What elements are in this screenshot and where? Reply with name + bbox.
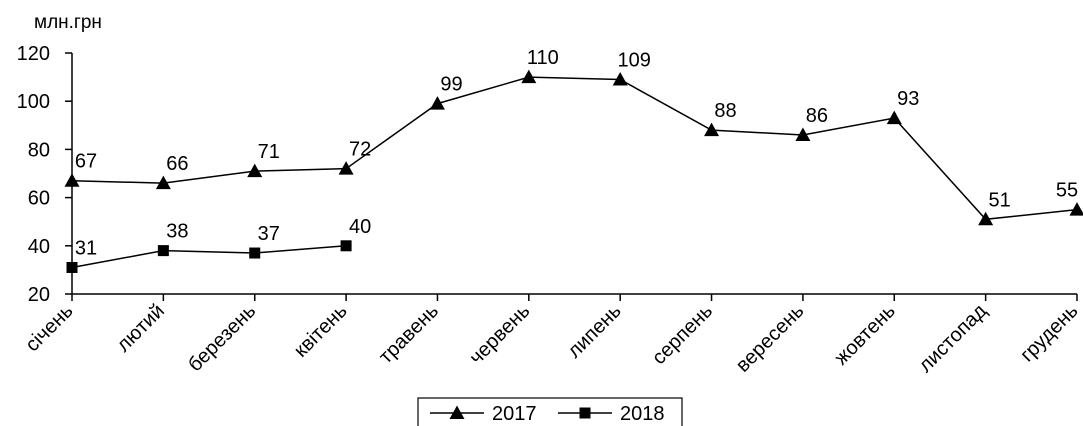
data-label: 71 [258,141,280,163]
data-point [64,173,80,187]
x-tick-label: серпень [648,300,717,369]
x-tick-label: червень [465,300,534,369]
series-2018: 31 38 37 40 [66,216,371,273]
axes [71,53,1077,295]
data-label: 37 [258,223,280,245]
data-point [978,211,994,226]
data-label: 72 [349,139,371,161]
series-line [71,245,347,269]
data-point [1069,202,1083,216]
y-tick-label: 20 [28,284,50,306]
data-label: 109 [617,50,650,72]
data-label: 38 [166,221,188,243]
data-label: 55 [1056,180,1078,202]
data-point [449,405,465,419]
data-label: 110 [527,47,559,69]
y-axis-ticks: 20 40 60 80 100 120 [17,43,72,306]
data-point [340,240,352,252]
data-label: 51 [989,189,1011,211]
series-2017: 67 66 71 72 99 110 109 88 86 93 51 55 [64,47,1083,226]
y-axis-unit-label: млн.грн [34,12,102,33]
data-point [157,245,169,257]
x-tick-label: березень [184,300,260,376]
data-point [521,69,537,84]
data-label: 86 [806,105,828,127]
x-tick-label: вересень [732,300,809,377]
x-tick-label: грудень [1016,300,1082,366]
data-label: 67 [75,151,97,173]
data-label: 88 [714,100,736,122]
legend-label: 2017 [492,403,537,425]
legend-label: 2018 [620,403,665,425]
series-line [71,76,1078,221]
data-point [579,407,591,419]
y-tick-label: 80 [28,139,50,161]
data-label: 40 [349,216,371,238]
x-tick-label: квітень [290,300,352,362]
data-point [612,72,628,86]
data-point [795,127,811,141]
x-axis-labels: січень лютий березень квітень травень червень… [21,294,1083,377]
data-point [155,175,171,190]
data-point [247,163,263,178]
y-tick-label: 60 [28,188,50,210]
data-point [249,247,261,259]
y-tick-label: 40 [28,236,50,258]
data-label: 93 [897,88,919,110]
legend-box [417,397,683,426]
data-point [886,110,902,125]
data-point [66,261,78,273]
series-group: 67 66 71 72 99 110 109 88 86 93 51 55 31 38 37 40 [64,47,1083,273]
x-tick-label: листопад [914,300,991,377]
data-point [704,122,720,137]
data-label: 66 [166,153,188,175]
data-label: 31 [75,237,97,259]
x-tick-label: лютий [113,300,169,356]
data-label: 99 [440,74,462,96]
y-tick-label: 120 [17,43,50,65]
x-tick-label: січень [21,300,77,356]
y-tick-label: 100 [17,91,50,113]
data-point [429,96,445,110]
data-point [338,161,354,175]
x-tick-label: жовтень [830,300,899,369]
x-tick-label: липень [563,300,625,362]
legend: 2017 2018 [417,397,683,426]
x-tick-label: травень [375,300,443,368]
